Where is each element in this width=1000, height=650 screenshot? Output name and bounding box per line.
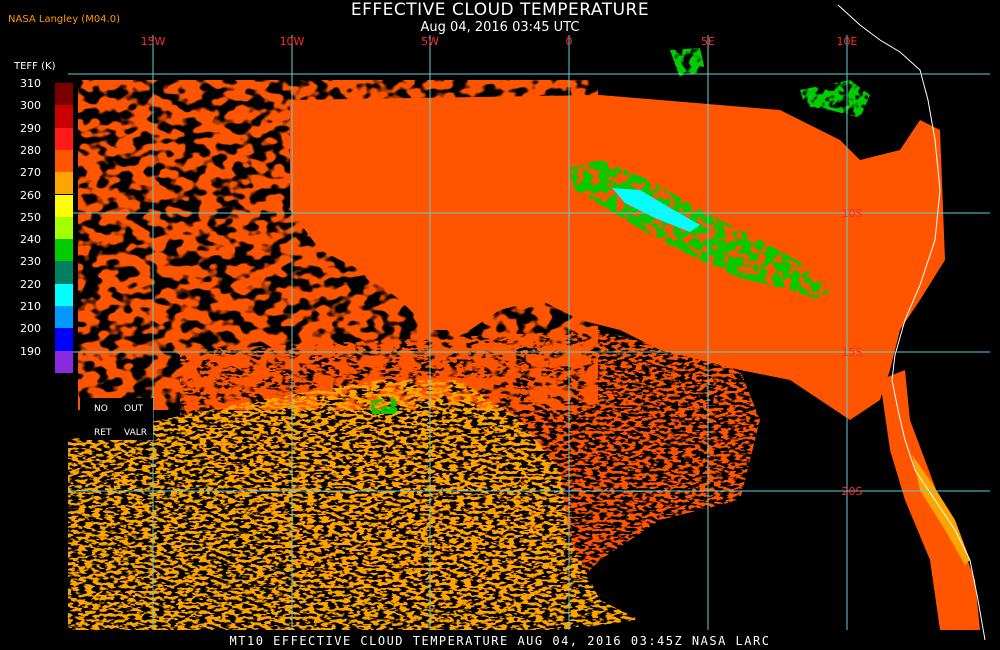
colorbar-tick: 300 [20, 99, 41, 113]
colorbar-tick: 190 [20, 344, 41, 358]
colorbar-tick: 280 [20, 143, 41, 157]
colorbar-tick: 200 [20, 322, 41, 336]
producer-label: NASA Langley (M04.0) [8, 14, 120, 25]
lat-label: 20S [842, 485, 863, 498]
colorbar-tick: 250 [20, 210, 41, 224]
cloud-region-warm-central [290, 95, 945, 420]
colorbar-swatch [55, 172, 73, 195]
colorbar-tick: 230 [20, 255, 41, 269]
colorbar-tick: 310 [20, 77, 41, 90]
colorbar-swatch [55, 149, 73, 173]
colorbar-swatch [55, 283, 73, 306]
coastline [837, 4, 986, 641]
colorbar-tick: 290 [20, 121, 41, 135]
lon-label: 15W [141, 35, 166, 48]
colorbar-swatch [55, 306, 73, 329]
lon-label: 5W [421, 35, 439, 48]
colorbar-swatch [55, 328, 73, 351]
colorbar-tick: 210 [20, 300, 41, 313]
legend-out: OUT [124, 404, 144, 414]
colorbar-tick: 220 [20, 277, 41, 291]
colorbar-swatch [55, 127, 73, 150]
colorbar-swatch [55, 261, 73, 284]
lon-label: 5E [701, 35, 715, 48]
colorbar-swatch [55, 350, 73, 373]
cloud-region-high-northeast [370, 48, 870, 414]
colorbar-tick: 240 [20, 233, 41, 247]
footer-caption: MT10 EFFECTIVE CLOUD TEMPERATURE AUG 04,… [229, 634, 771, 648]
colorbar-swatch [55, 105, 73, 128]
lon-label: 0 [566, 35, 573, 48]
cloud-region-low-southwest [68, 380, 640, 630]
colorbar-swatch [55, 83, 73, 106]
colorbar-swatch [55, 239, 73, 262]
legend-valr: VALR [124, 428, 148, 438]
cloud-region-coastal-low [912, 455, 970, 565]
legend-ret: RET [94, 428, 112, 438]
colorbar-tick: 270 [20, 166, 41, 180]
lat-label: 15S [842, 346, 863, 359]
lon-label: 10E [837, 35, 858, 48]
lon-label: 10W [280, 35, 305, 48]
colorbar-tick: 260 [20, 188, 41, 202]
legend-missing-data: NO OUT RET VALR [80, 398, 153, 440]
legend-no: NO [94, 404, 108, 414]
lat-label: 10S [842, 207, 863, 220]
colorbar-swatch [55, 194, 73, 217]
map-title: EFFECTIVE CLOUD TEMPERATURE [350, 0, 650, 20]
map-subtitle: Aug 04, 2016 03:45 UTC [420, 20, 580, 35]
colorbar-swatch [55, 216, 73, 240]
cloud-region-cold-core [612, 188, 700, 232]
colorbar-title: TEFF (K) [14, 61, 56, 72]
lat-lon-grid: 15W 10W 5W 0 5E 10E 10S 15S 20S [68, 35, 990, 630]
